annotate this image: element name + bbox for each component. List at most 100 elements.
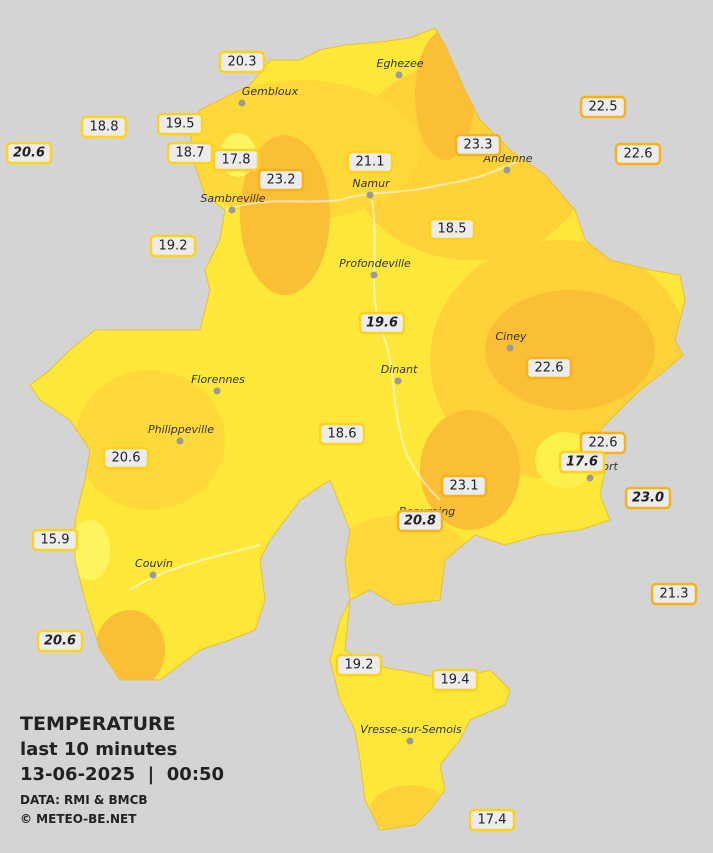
reading: 20.6 bbox=[5, 141, 53, 165]
reading: 22.5 bbox=[579, 95, 627, 119]
reading: 20.8 bbox=[396, 509, 444, 533]
reading-label: 23.1 bbox=[450, 479, 479, 494]
city-dot bbox=[176, 437, 184, 445]
city-label: Gembloux bbox=[242, 85, 299, 98]
reading-label: 17.4 bbox=[478, 813, 507, 828]
reading-label: 17.8 bbox=[222, 153, 251, 168]
reading-box bbox=[5, 141, 53, 165]
reading-label: 19.6 bbox=[366, 316, 398, 331]
city-dot bbox=[503, 166, 511, 174]
reading-box bbox=[149, 234, 197, 258]
city-label: Vresse-sur-Semois bbox=[360, 723, 462, 736]
reading-box bbox=[440, 474, 488, 498]
reading-label: 22.6 bbox=[624, 147, 653, 162]
reading-label: 19.4 bbox=[441, 673, 470, 688]
reading: 22.6 bbox=[525, 356, 573, 380]
reading-box bbox=[31, 528, 79, 552]
reading-label: 20.6 bbox=[44, 634, 76, 649]
reading-box bbox=[525, 356, 573, 380]
reading-label: 21.3 bbox=[660, 587, 689, 602]
reading: 17.6 bbox=[558, 450, 606, 474]
temp-zone bbox=[75, 370, 225, 510]
city-label: Sambreville bbox=[200, 192, 265, 205]
river bbox=[129, 544, 261, 591]
reading: 19.5 bbox=[156, 112, 204, 136]
reading: 18.5 bbox=[428, 217, 476, 241]
city-label: Couvin bbox=[135, 557, 173, 570]
reading: 23.3 bbox=[454, 133, 502, 157]
reading-box bbox=[614, 142, 662, 166]
reading-box bbox=[212, 148, 260, 172]
reading: 22.6 bbox=[614, 142, 662, 166]
reading: 18.8 bbox=[80, 115, 128, 139]
city-label: Philippeville bbox=[148, 423, 214, 436]
city-label: Namur bbox=[352, 177, 391, 190]
reading: 15.9 bbox=[31, 528, 79, 552]
reading: 20.6 bbox=[102, 446, 150, 470]
temp-zone bbox=[485, 290, 655, 410]
city-dot bbox=[149, 571, 157, 579]
reading-label: 20.6 bbox=[112, 451, 141, 466]
reading-label: 18.6 bbox=[328, 427, 357, 442]
reading-label: 19.2 bbox=[345, 658, 374, 673]
city-dot bbox=[395, 71, 403, 79]
reading-box bbox=[431, 668, 479, 692]
reading-label: 18.8 bbox=[90, 120, 119, 135]
reading-label: 21.1 bbox=[356, 155, 385, 170]
reading: 22.6 bbox=[579, 431, 627, 455]
reading-label: 23.3 bbox=[464, 138, 493, 153]
reading-box bbox=[346, 150, 394, 174]
reading-layer: 20.3 18.8 19.5 20.6 18.7 17.8 23.2 21.1 23.3 22.5… bbox=[5, 50, 698, 832]
city-label: Florennes bbox=[191, 373, 245, 386]
reading-box bbox=[335, 653, 383, 677]
reading-box bbox=[218, 50, 266, 74]
reading: 18.7 bbox=[166, 141, 214, 165]
river bbox=[224, 159, 521, 211]
reading-label: 19.5 bbox=[166, 117, 195, 132]
reading: 19.2 bbox=[149, 234, 197, 258]
reading-label: 18.5 bbox=[438, 222, 467, 237]
temp-zone bbox=[70, 520, 110, 580]
city-dot bbox=[228, 206, 236, 214]
reading: 23.0 bbox=[624, 486, 672, 510]
city-label: Dinant bbox=[381, 363, 418, 376]
reading-label: 18.7 bbox=[176, 146, 205, 161]
reading-label: 17.6 bbox=[566, 455, 598, 470]
subtitle: last 10 minutes bbox=[20, 739, 177, 760]
reading-label: 23.2 bbox=[267, 173, 296, 188]
reading-label: 15.9 bbox=[41, 533, 70, 548]
reading-label: 20.6 bbox=[13, 146, 45, 161]
reading: 20.3 bbox=[218, 50, 266, 74]
reading-box bbox=[468, 808, 516, 832]
reading: 23.1 bbox=[440, 474, 488, 498]
reading: 21.3 bbox=[650, 582, 698, 606]
city-dot bbox=[586, 474, 594, 482]
reading-box bbox=[454, 133, 502, 157]
datetime: 13-06-2025 | 00:50 bbox=[20, 764, 224, 785]
city-dot bbox=[370, 271, 378, 279]
reading-box bbox=[166, 141, 214, 165]
title: TEMPERATURE bbox=[20, 713, 176, 735]
city-label: Profondeville bbox=[339, 257, 411, 270]
reading: 17.4 bbox=[468, 808, 516, 832]
reading-box bbox=[80, 115, 128, 139]
city-dot bbox=[238, 99, 246, 107]
reading-box bbox=[624, 486, 672, 510]
city-dot bbox=[213, 387, 221, 395]
reading: 19.4 bbox=[431, 668, 479, 692]
city-label: Ciney bbox=[496, 330, 527, 343]
reading-box bbox=[156, 112, 204, 136]
reading-box bbox=[579, 95, 627, 119]
city-dot bbox=[506, 344, 514, 352]
city-dot bbox=[394, 377, 402, 385]
temp-zone bbox=[420, 410, 520, 530]
reading-label: 22.6 bbox=[589, 436, 618, 451]
reading-box bbox=[318, 422, 366, 446]
reading: 23.2 bbox=[257, 168, 305, 192]
reading-label: 22.6 bbox=[535, 361, 564, 376]
reading-label: 20.8 bbox=[404, 514, 436, 529]
reading-label: 23.0 bbox=[632, 491, 664, 506]
reading: 17.8 bbox=[212, 148, 260, 172]
city-dot bbox=[406, 737, 414, 745]
